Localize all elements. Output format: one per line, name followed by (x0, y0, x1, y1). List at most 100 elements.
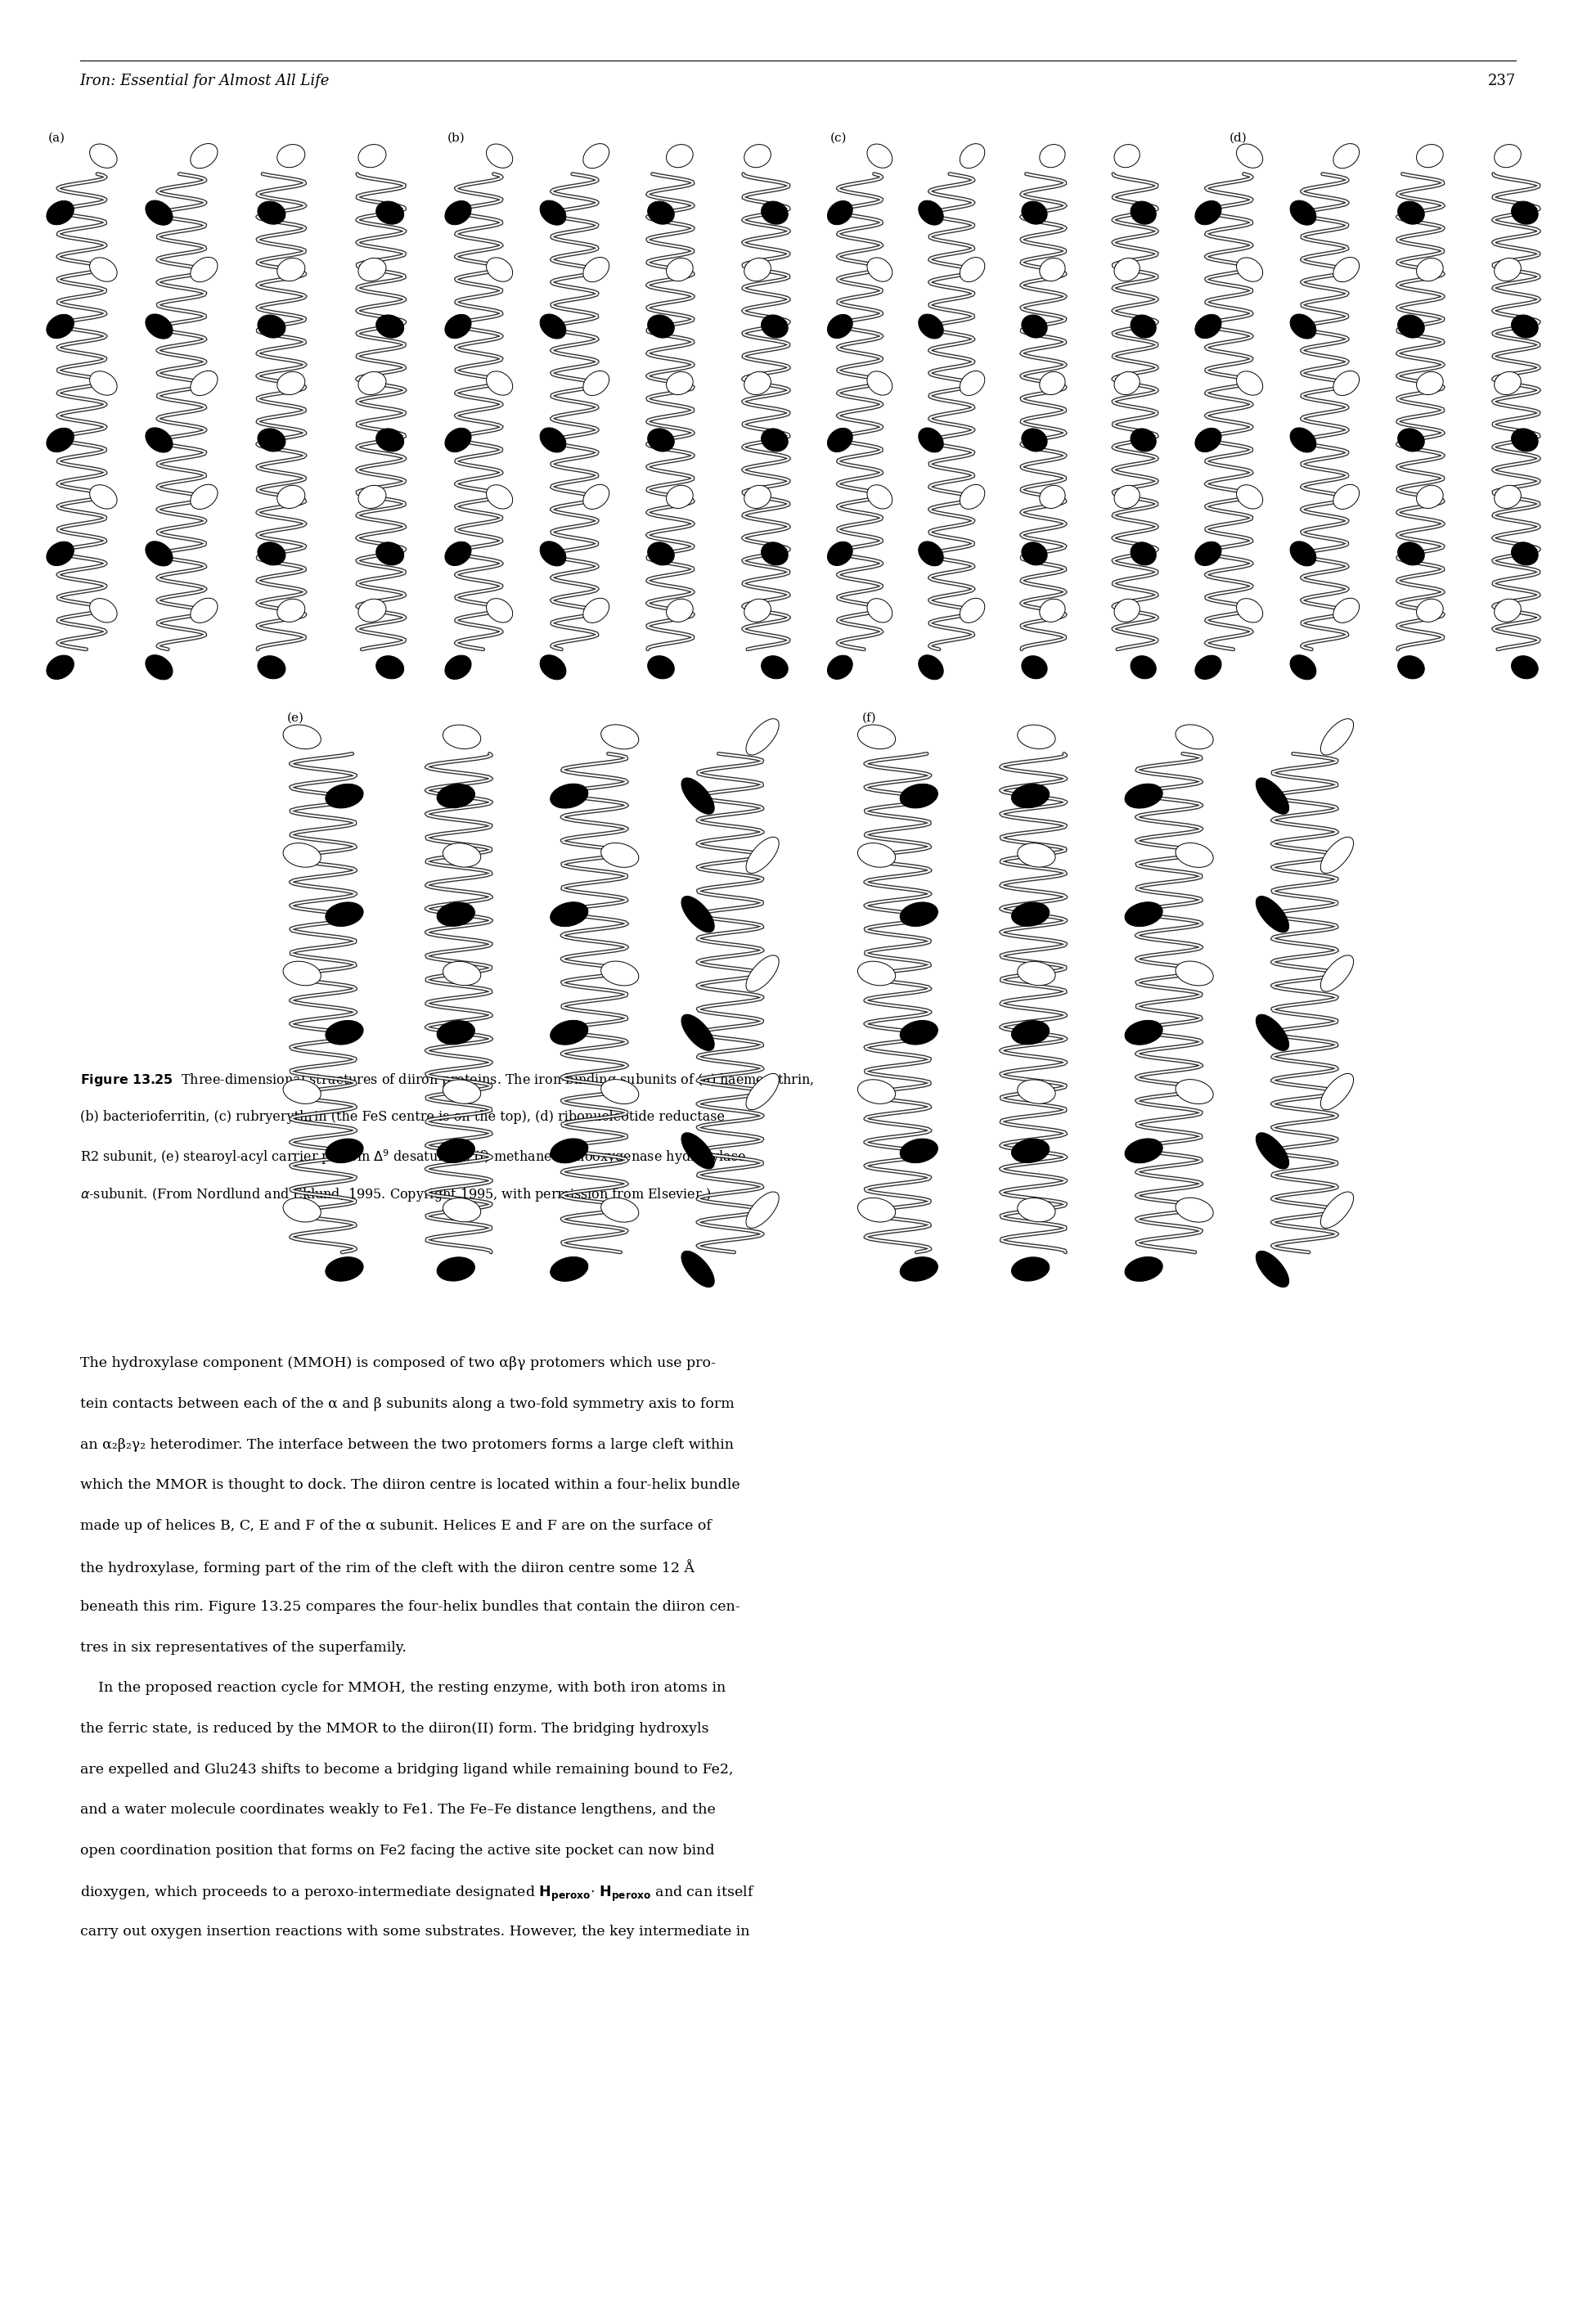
Ellipse shape (1125, 784, 1162, 809)
Ellipse shape (257, 543, 286, 566)
Ellipse shape (358, 144, 386, 167)
Ellipse shape (959, 371, 985, 397)
Ellipse shape (900, 1139, 938, 1162)
Ellipse shape (857, 844, 895, 867)
Ellipse shape (1237, 598, 1262, 621)
Ellipse shape (1114, 371, 1140, 394)
Ellipse shape (745, 955, 779, 993)
Ellipse shape (1125, 902, 1162, 928)
Ellipse shape (1290, 654, 1317, 679)
Ellipse shape (46, 543, 73, 566)
Ellipse shape (648, 429, 674, 452)
Ellipse shape (1021, 656, 1047, 679)
Ellipse shape (1320, 955, 1353, 993)
Ellipse shape (667, 144, 693, 167)
Ellipse shape (1130, 202, 1156, 225)
Ellipse shape (744, 485, 771, 508)
Text: which the MMOR is thought to dock. The diiron centre is located within a four-he: which the MMOR is thought to dock. The d… (80, 1480, 739, 1491)
Ellipse shape (1130, 656, 1156, 679)
Ellipse shape (1320, 1192, 1353, 1229)
Ellipse shape (1417, 144, 1443, 167)
Ellipse shape (827, 202, 852, 225)
Ellipse shape (445, 202, 471, 225)
Ellipse shape (145, 199, 172, 225)
Ellipse shape (437, 1020, 476, 1044)
Ellipse shape (89, 371, 117, 394)
Ellipse shape (551, 1139, 587, 1164)
Text: $\alpha$-subunit. (From Nordlund and Eklund, 1995. Copyright 1995, with permissi: $\alpha$-subunit. (From Nordlund and Ekl… (80, 1187, 710, 1204)
Ellipse shape (278, 257, 305, 281)
Ellipse shape (487, 485, 512, 508)
Ellipse shape (1125, 1257, 1162, 1282)
Ellipse shape (437, 784, 476, 807)
Ellipse shape (827, 429, 852, 452)
Ellipse shape (46, 656, 73, 679)
Ellipse shape (761, 543, 788, 566)
Ellipse shape (1237, 485, 1262, 508)
Ellipse shape (539, 427, 567, 452)
Ellipse shape (827, 656, 852, 679)
Ellipse shape (282, 844, 321, 867)
Ellipse shape (1256, 777, 1290, 814)
Ellipse shape (278, 485, 305, 508)
Ellipse shape (1125, 1020, 1162, 1046)
Ellipse shape (744, 257, 771, 281)
Ellipse shape (487, 144, 512, 167)
Ellipse shape (1021, 429, 1047, 452)
Ellipse shape (918, 540, 943, 566)
Ellipse shape (1176, 1078, 1213, 1104)
Ellipse shape (1176, 960, 1213, 986)
Ellipse shape (1039, 598, 1065, 621)
Ellipse shape (145, 313, 172, 339)
Ellipse shape (648, 202, 674, 225)
Ellipse shape (487, 257, 512, 281)
Text: tein contacts between each of the α and β subunits along a two-fold symmetry axi: tein contacts between each of the α and … (80, 1396, 734, 1410)
Ellipse shape (1494, 257, 1521, 281)
Text: $\bf{Figure\ 13.25}$  Three-dimensional structures of diiron proteins. The iron-: $\bf{Figure\ 13.25}$ Three-dimensional s… (80, 1071, 814, 1088)
Ellipse shape (278, 598, 305, 621)
Ellipse shape (190, 598, 217, 624)
Ellipse shape (539, 199, 567, 225)
Ellipse shape (442, 844, 480, 867)
Ellipse shape (282, 1081, 321, 1104)
Ellipse shape (377, 656, 404, 679)
Ellipse shape (1320, 719, 1353, 756)
Ellipse shape (89, 598, 117, 621)
Ellipse shape (257, 202, 286, 225)
Ellipse shape (867, 485, 892, 508)
Ellipse shape (1494, 598, 1521, 621)
Ellipse shape (900, 1020, 938, 1044)
Text: and a water molecule coordinates weakly to Fe1. The Fe–Fe distance lengthens, an: and a water molecule coordinates weakly … (80, 1804, 715, 1816)
Ellipse shape (667, 257, 693, 281)
Ellipse shape (1333, 598, 1360, 624)
Ellipse shape (583, 257, 610, 283)
Ellipse shape (445, 656, 471, 679)
Ellipse shape (326, 1020, 364, 1044)
Ellipse shape (1125, 1139, 1162, 1164)
Ellipse shape (1494, 371, 1521, 394)
Ellipse shape (583, 144, 610, 169)
Ellipse shape (1290, 427, 1317, 452)
Ellipse shape (539, 540, 567, 566)
Ellipse shape (1114, 598, 1140, 621)
Ellipse shape (1256, 1132, 1290, 1169)
Ellipse shape (1494, 485, 1521, 508)
Ellipse shape (1039, 485, 1065, 508)
Ellipse shape (1021, 543, 1047, 566)
Ellipse shape (1256, 1013, 1290, 1051)
Ellipse shape (358, 371, 386, 394)
Text: 237: 237 (1487, 74, 1516, 88)
Ellipse shape (857, 962, 895, 986)
Ellipse shape (442, 1199, 480, 1222)
Ellipse shape (1511, 429, 1539, 452)
Ellipse shape (1511, 656, 1539, 679)
Ellipse shape (900, 1257, 938, 1280)
Ellipse shape (745, 837, 779, 874)
Ellipse shape (667, 598, 693, 621)
Ellipse shape (1195, 315, 1221, 339)
Ellipse shape (437, 1139, 476, 1162)
Ellipse shape (487, 598, 512, 621)
Text: (f): (f) (862, 712, 876, 724)
Ellipse shape (551, 902, 587, 928)
Ellipse shape (1256, 1250, 1290, 1287)
